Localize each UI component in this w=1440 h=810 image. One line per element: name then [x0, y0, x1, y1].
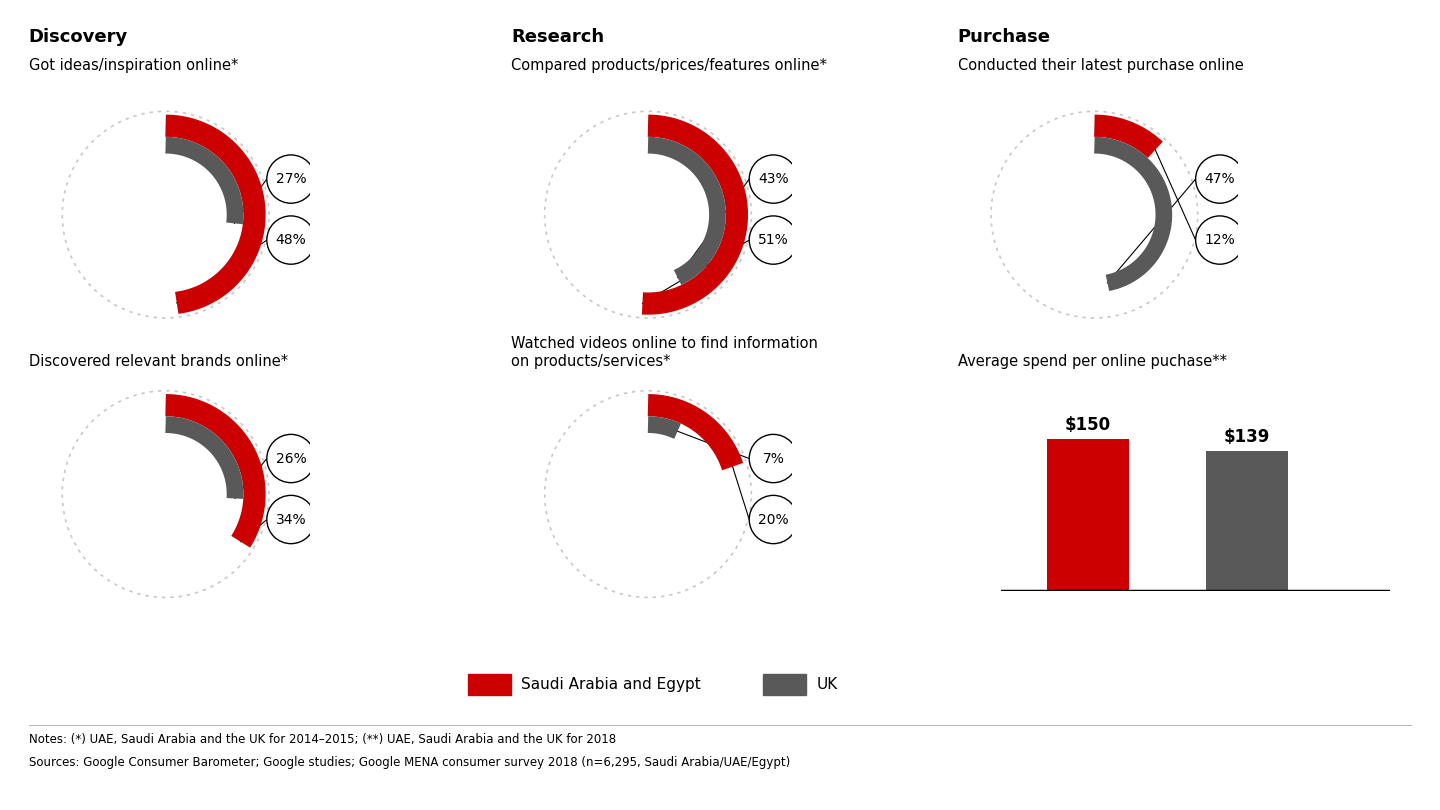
Circle shape	[749, 434, 798, 483]
Text: Research: Research	[511, 28, 605, 46]
Text: Notes: (*) UAE, Saudi Arabia and the UK for 2014–2015; (**) UAE, Saudi Arabia an: Notes: (*) UAE, Saudi Arabia and the UK …	[29, 733, 616, 746]
Circle shape	[266, 496, 315, 544]
Text: 27%: 27%	[275, 172, 307, 186]
Text: 12%: 12%	[1204, 233, 1236, 247]
Text: 47%: 47%	[1204, 172, 1236, 186]
Text: 43%: 43%	[757, 172, 789, 186]
Text: Got ideas/inspiration online*: Got ideas/inspiration online*	[29, 58, 238, 73]
Bar	[1205, 450, 1287, 591]
Text: 34%: 34%	[275, 513, 307, 526]
Text: 48%: 48%	[275, 233, 307, 247]
Text: $150: $150	[1066, 416, 1112, 434]
Circle shape	[266, 216, 315, 264]
Circle shape	[266, 155, 315, 203]
Text: 7%: 7%	[762, 451, 785, 466]
Circle shape	[749, 496, 798, 544]
Text: Average spend per online puchase**: Average spend per online puchase**	[958, 353, 1227, 369]
Circle shape	[266, 434, 315, 483]
Text: 51%: 51%	[757, 233, 789, 247]
Text: Purchase: Purchase	[958, 28, 1051, 46]
Circle shape	[1195, 216, 1244, 264]
Text: $139: $139	[1224, 428, 1270, 446]
Text: Saudi Arabia and Egypt: Saudi Arabia and Egypt	[521, 677, 701, 692]
Text: UK: UK	[816, 677, 838, 692]
Circle shape	[749, 216, 798, 264]
Text: Conducted their latest purchase online: Conducted their latest purchase online	[958, 58, 1243, 73]
Circle shape	[1195, 155, 1244, 203]
Text: Compared products/prices/features online*: Compared products/prices/features online…	[511, 58, 827, 73]
Text: Sources: Google Consumer Barometer; Google studies; Google MENA consumer survey : Sources: Google Consumer Barometer; Goog…	[29, 756, 791, 769]
Text: Discovery: Discovery	[29, 28, 128, 46]
Bar	[1047, 439, 1129, 591]
Text: 20%: 20%	[757, 513, 789, 526]
Text: 26%: 26%	[275, 451, 307, 466]
Text: Watched videos online to find information
on products/services*: Watched videos online to find informatio…	[511, 336, 818, 369]
Text: Discovered relevant brands online*: Discovered relevant brands online*	[29, 353, 288, 369]
Circle shape	[749, 155, 798, 203]
